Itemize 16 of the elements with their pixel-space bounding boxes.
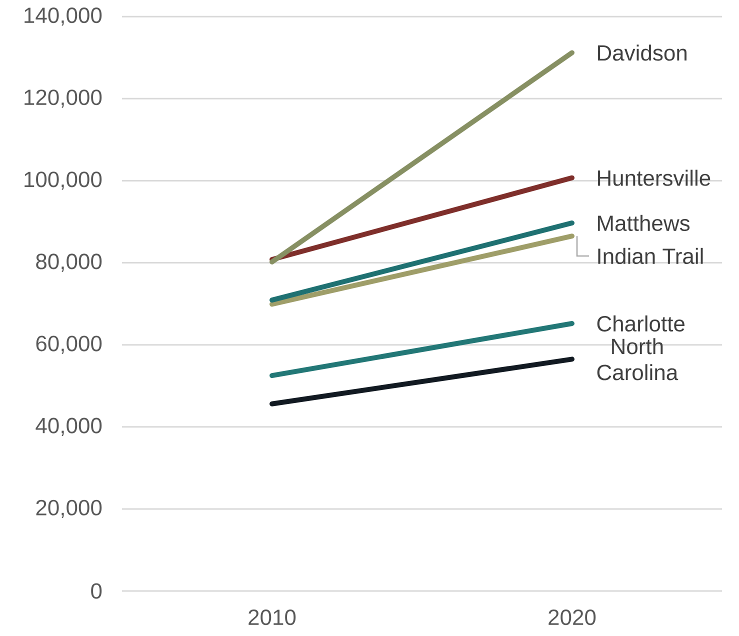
y-tick-label: 20,000 xyxy=(36,500,102,518)
series-label: Charlotte xyxy=(597,315,684,332)
y-tick-label: 40,000 xyxy=(36,418,102,436)
x-tick-label: 2010 xyxy=(248,610,296,626)
series-label: Matthews xyxy=(598,214,690,232)
series-label: Indian Trail xyxy=(598,248,703,264)
y-tick-label: 120,000 xyxy=(24,90,102,108)
y-tick-label: 60,000 xyxy=(36,336,102,354)
series-label: Davidson xyxy=(598,44,686,61)
series-label: North Carolina xyxy=(597,338,678,380)
series-label: Huntersville xyxy=(598,170,710,186)
y-tick-label: 80,000 xyxy=(36,254,102,272)
y-tick-label: 140,000 xyxy=(24,8,102,26)
y-tick-label: 0 xyxy=(91,583,102,599)
y-tick-label: 100,000 xyxy=(24,172,102,190)
x-tick-label: 2020 xyxy=(548,610,596,626)
